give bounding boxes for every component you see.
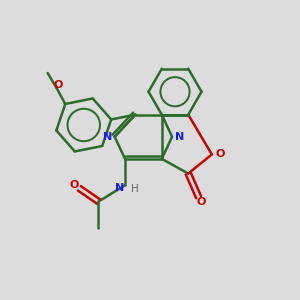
Text: O: O: [197, 197, 206, 207]
Text: O: O: [215, 149, 225, 159]
Text: O: O: [53, 80, 63, 90]
Text: N: N: [103, 132, 112, 142]
Text: N: N: [175, 132, 184, 142]
Text: H: H: [130, 184, 138, 194]
Text: O: O: [69, 180, 79, 190]
Text: N: N: [115, 183, 124, 193]
